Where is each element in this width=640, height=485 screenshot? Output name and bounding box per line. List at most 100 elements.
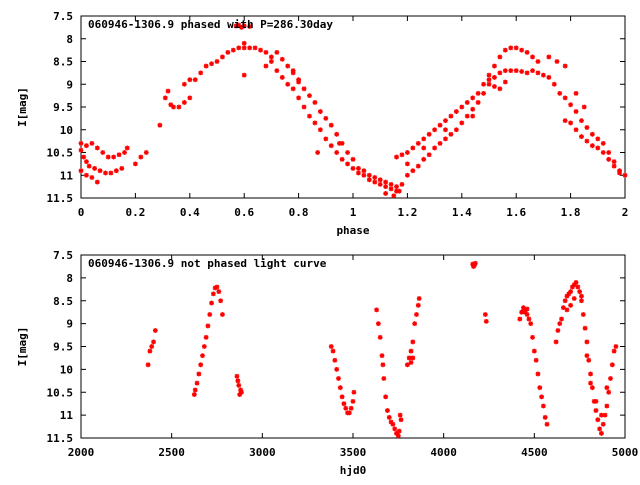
data-point bbox=[437, 122, 443, 128]
data-point bbox=[472, 262, 477, 268]
data-point bbox=[406, 355, 412, 361]
data-point bbox=[553, 339, 559, 345]
x-tick-label: 1.6 bbox=[506, 206, 526, 219]
data-point bbox=[497, 86, 503, 92]
data-point bbox=[586, 357, 592, 363]
data-point bbox=[388, 419, 394, 425]
x-tick-label: 2000 bbox=[68, 446, 95, 459]
data-point bbox=[522, 309, 528, 315]
data-point bbox=[606, 150, 612, 155]
data-point bbox=[203, 334, 209, 340]
data-point bbox=[600, 141, 606, 146]
data-point bbox=[557, 90, 563, 96]
data-point bbox=[588, 380, 593, 386]
data-point bbox=[589, 131, 595, 137]
data-point bbox=[225, 50, 231, 55]
data-point bbox=[426, 131, 432, 137]
y-tick-label: 8.5 bbox=[53, 56, 73, 69]
data-point bbox=[415, 302, 421, 308]
data-point bbox=[415, 163, 421, 169]
data-point bbox=[361, 172, 367, 178]
data-point bbox=[269, 59, 274, 64]
unphased-light-curve-panel: 2000 2500 3000 3500 4000 4500 5000 7.5 8 8.5 9 9.5… bbox=[16, 249, 638, 477]
data-point bbox=[573, 109, 579, 114]
data-point bbox=[459, 104, 465, 110]
data-point bbox=[162, 95, 168, 101]
y-tick-label: 10 bbox=[60, 124, 73, 137]
data-point bbox=[317, 127, 323, 133]
data-point bbox=[394, 154, 399, 160]
data-point bbox=[301, 86, 307, 92]
data-point bbox=[492, 75, 497, 80]
data-point bbox=[165, 88, 171, 94]
data-point bbox=[383, 184, 389, 190]
data-point bbox=[377, 334, 383, 340]
data-point bbox=[537, 385, 543, 391]
x-tick-label: 1.8 bbox=[561, 206, 581, 219]
data-point bbox=[332, 357, 338, 363]
x-tick-label: 2 bbox=[622, 206, 629, 219]
data-point bbox=[546, 54, 552, 60]
data-point bbox=[236, 22, 242, 28]
data-point bbox=[579, 118, 584, 124]
y-tick-label: 8 bbox=[66, 272, 73, 285]
plot-frame bbox=[80, 254, 626, 439]
data-point bbox=[408, 360, 414, 365]
data-point bbox=[237, 392, 243, 397]
x-tick-label: 4000 bbox=[430, 446, 457, 459]
data-point bbox=[481, 81, 486, 87]
data-point bbox=[492, 84, 497, 89]
data-point bbox=[339, 394, 345, 400]
data-point bbox=[562, 63, 568, 69]
data-point bbox=[581, 104, 587, 110]
data-point bbox=[386, 415, 392, 420]
data-point bbox=[116, 152, 122, 158]
data-point bbox=[562, 298, 568, 304]
data-point bbox=[192, 77, 198, 83]
data-point bbox=[432, 127, 437, 133]
data-point bbox=[535, 70, 541, 76]
data-point bbox=[247, 45, 253, 51]
data-point bbox=[119, 166, 125, 171]
y-axis-label: I[mag] bbox=[16, 327, 29, 367]
data-point bbox=[168, 102, 174, 108]
data-point bbox=[279, 56, 285, 62]
data-point bbox=[383, 179, 389, 185]
y-tick-label: 11 bbox=[60, 409, 74, 422]
data-point bbox=[381, 376, 387, 381]
data-point bbox=[94, 179, 100, 185]
data-point bbox=[92, 166, 97, 171]
data-point bbox=[453, 127, 459, 133]
data-point bbox=[584, 339, 590, 345]
data-point bbox=[274, 50, 280, 55]
data-point bbox=[557, 321, 563, 327]
data-point bbox=[94, 145, 100, 151]
data-point bbox=[606, 389, 612, 395]
data-point bbox=[589, 143, 595, 149]
x-axis-ticks: 0 0.2 0.4 0.6 0.8 1 1.2 1.4 1.6 1.8 2 bbox=[78, 16, 629, 219]
data-point bbox=[568, 302, 573, 308]
data-point bbox=[568, 289, 573, 294]
data-point bbox=[218, 298, 224, 304]
data-point bbox=[383, 191, 389, 196]
data-point bbox=[421, 136, 427, 142]
data-point bbox=[78, 168, 84, 174]
data-point bbox=[595, 417, 601, 423]
data-point bbox=[533, 357, 539, 363]
data-point bbox=[593, 399, 599, 404]
data-point bbox=[579, 293, 584, 299]
data-point bbox=[399, 181, 405, 187]
data-point bbox=[432, 145, 437, 151]
data-point bbox=[530, 334, 535, 340]
data-point bbox=[475, 90, 481, 96]
data-point bbox=[356, 170, 361, 176]
data-point bbox=[597, 426, 603, 432]
data-point bbox=[200, 353, 205, 359]
data-point bbox=[519, 47, 525, 53]
y-axis-ticks: 7.5 8 8.5 9 9.5 10 10.5 11 11.5 bbox=[47, 249, 625, 445]
data-point bbox=[366, 177, 372, 183]
data-point bbox=[113, 168, 119, 174]
data-point bbox=[399, 152, 405, 158]
data-point bbox=[573, 280, 579, 285]
data-point bbox=[541, 72, 546, 78]
